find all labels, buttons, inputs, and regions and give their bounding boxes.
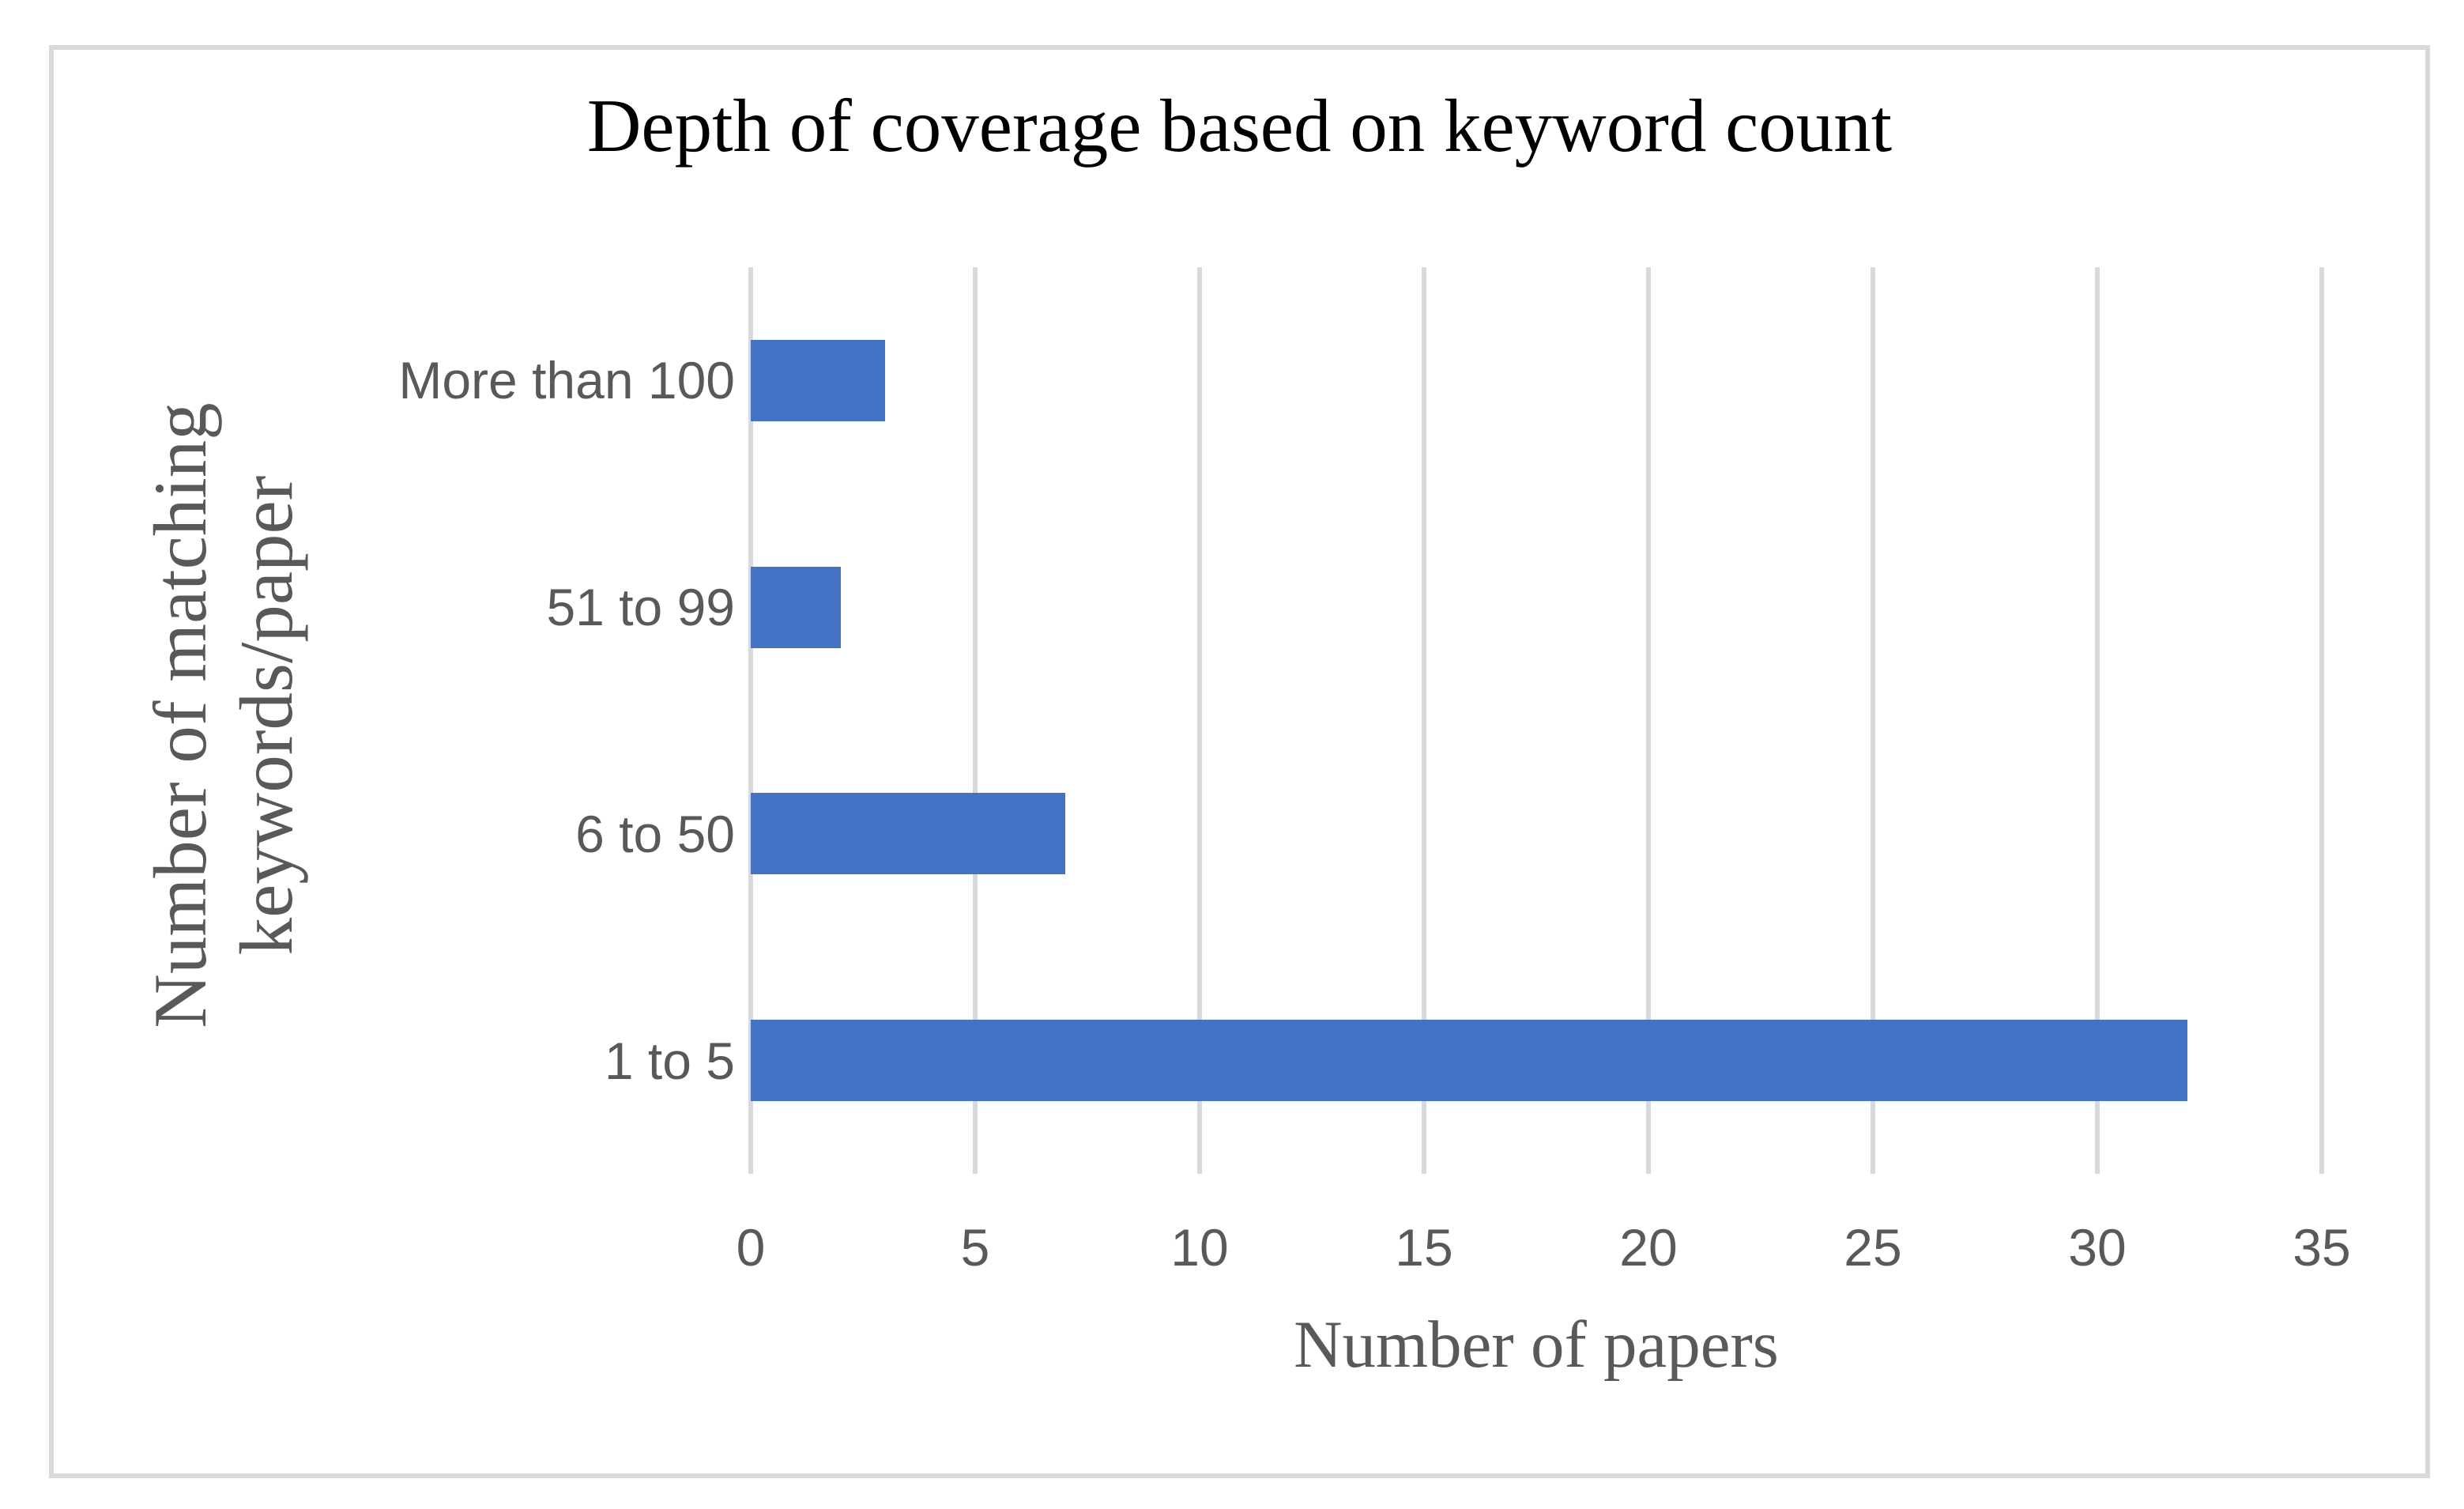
x-tick-label-5: 5	[960, 1218, 990, 1277]
bar-1-to-5	[751, 1020, 2187, 1102]
x-axis-title: Number of papers	[1294, 1307, 1779, 1382]
bar-51-to-99	[751, 566, 841, 648]
bar-row	[751, 494, 2322, 721]
gridline-x-35	[2319, 267, 2324, 1174]
chart-title: Depth of coverage based on keyword count	[586, 84, 1893, 168]
x-tick-label-20: 20	[1619, 1218, 1678, 1277]
bar-row	[751, 721, 2322, 948]
chart-border	[49, 45, 2430, 1478]
category-label-1-to-5: 1 to 5	[604, 1031, 735, 1090]
y-axis-title-line-1: Number of matching	[138, 402, 222, 1028]
bar-row	[751, 267, 2322, 494]
x-axis-tick-labels: 0 5 10 15 20 25 30 35	[737, 1218, 2351, 1285]
gridline-x-10	[1197, 267, 1202, 1174]
x-tick-label-10: 10	[1170, 1218, 1229, 1277]
x-tick-label-25: 25	[1844, 1218, 1902, 1277]
gridline-x-5	[973, 267, 978, 1174]
plot-area	[748, 267, 2324, 1174]
gridline-x-25	[1871, 267, 1875, 1174]
bar-more-than-100	[751, 339, 886, 421]
x-tick-label-15: 15	[1395, 1218, 1453, 1277]
bar-series	[751, 267, 2322, 1174]
category-label-more-than-100: More than 100	[398, 351, 735, 410]
category-axis-labels: More than 100 51 to 99 6 to 50 1 to 5	[237, 267, 735, 1174]
x-tick-label-30: 30	[2068, 1218, 2127, 1277]
gridline-x-0	[748, 267, 753, 1174]
bar-6-to-50	[751, 793, 1065, 875]
gridline-x-15	[1422, 267, 1426, 1174]
category-label-6-to-50: 6 to 50	[575, 804, 735, 863]
bar-row	[751, 947, 2322, 1174]
x-tick-label-35: 35	[2293, 1218, 2351, 1277]
x-tick-label-0: 0	[736, 1218, 766, 1277]
gridline-x-30	[2095, 267, 2100, 1174]
gridline-x-20	[1646, 267, 1651, 1174]
category-label-51-to-99: 51 to 99	[546, 578, 735, 637]
